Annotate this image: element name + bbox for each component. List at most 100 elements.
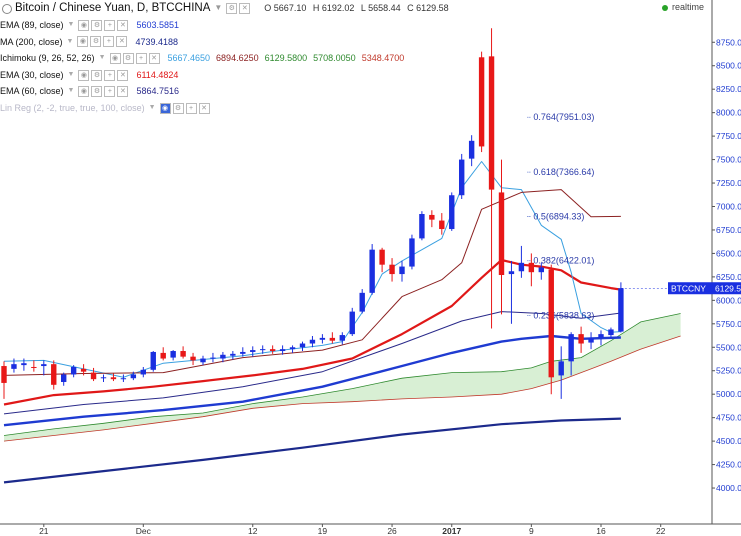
add-icon[interactable]: + [185, 102, 197, 114]
candle[interactable] [70, 365, 77, 378]
candle-body[interactable] [120, 378, 127, 380]
candle-body[interactable] [478, 57, 485, 147]
candle-body[interactable] [399, 266, 405, 275]
chevron-down-icon[interactable]: ▼ [98, 54, 106, 62]
candle[interactable] [240, 347, 246, 357]
candle-body[interactable] [150, 351, 156, 370]
close-icon[interactable]: ✕ [117, 69, 129, 81]
eye-icon[interactable]: ◉ [78, 19, 90, 31]
candle-body[interactable] [468, 140, 475, 159]
candle-body[interactable] [269, 349, 276, 352]
candle[interactable] [369, 244, 375, 295]
candle-body[interactable] [11, 364, 17, 369]
candle-body[interactable] [299, 343, 306, 348]
eye-icon[interactable]: ◉ [78, 69, 90, 81]
candle-body[interactable] [588, 337, 594, 343]
legend-row[interactable]: MA (200, close) ▼ ◉ ⚙ + ✕ 4739.4188 [0, 34, 453, 51]
candle-body[interactable] [568, 334, 574, 362]
candle-body[interactable] [598, 334, 604, 338]
candle-body[interactable] [70, 366, 77, 375]
legend-controls[interactable]: ◉ ⚙ + ✕ [109, 52, 160, 64]
candle-body[interactable] [180, 351, 186, 357]
candle-body[interactable] [31, 366, 37, 368]
candle[interactable] [11, 358, 17, 373]
candle[interactable] [250, 346, 256, 357]
candles[interactable] [1, 28, 624, 399]
candle-body[interactable] [130, 374, 137, 379]
candle-body[interactable] [230, 353, 236, 356]
candle[interactable] [140, 366, 146, 378]
candle-body[interactable] [618, 288, 624, 332]
candle-body[interactable] [220, 354, 226, 359]
candle-body[interactable] [439, 220, 445, 230]
candle-body[interactable] [419, 214, 425, 239]
candle-body[interactable] [498, 192, 505, 276]
candle[interactable] [190, 352, 196, 366]
eye-icon[interactable]: ◉ [77, 36, 89, 48]
close-icon[interactable]: ✕ [148, 52, 160, 64]
candle-body[interactable] [279, 349, 286, 352]
candle[interactable] [180, 346, 186, 359]
candle-body[interactable] [409, 238, 415, 267]
legend-name[interactable]: EMA (60, close) [0, 86, 64, 97]
candle[interactable] [518, 245, 525, 278]
candle[interactable] [110, 373, 117, 382]
close-icon[interactable]: ✕ [198, 102, 210, 114]
candle[interactable] [210, 352, 216, 363]
settings-icon[interactable]: ⚙ [122, 52, 134, 64]
candle-body[interactable] [200, 358, 206, 363]
candle[interactable] [459, 153, 465, 199]
candle[interactable] [260, 345, 266, 354]
candle-body[interactable] [389, 264, 395, 275]
candle[interactable] [299, 341, 306, 352]
add-icon[interactable]: + [104, 69, 116, 81]
candle[interactable] [399, 260, 405, 282]
candle[interactable] [319, 334, 326, 344]
candle[interactable] [170, 350, 176, 361]
candle-body[interactable] [260, 349, 266, 351]
candle-body[interactable] [250, 350, 256, 352]
candle[interactable] [150, 351, 156, 372]
candle-body[interactable] [548, 269, 554, 378]
candle[interactable] [578, 326, 584, 353]
candle[interactable] [409, 234, 415, 270]
candle-body[interactable] [140, 369, 146, 375]
candle-body[interactable] [319, 337, 326, 340]
candle[interactable] [588, 332, 594, 350]
candle-body[interactable] [80, 368, 87, 372]
candle[interactable] [61, 372, 67, 386]
candle[interactable] [160, 347, 166, 361]
add-icon[interactable]: + [104, 86, 116, 98]
fib-retracement[interactable]: 0.764(7951.03) 0.618(7366.64) 0.5(6894.33)… [527, 112, 594, 320]
candle[interactable] [80, 364, 87, 376]
eye-icon[interactable]: ◉ [159, 102, 171, 114]
candle[interactable] [289, 345, 296, 353]
candle[interactable] [429, 210, 435, 228]
candle[interactable] [339, 332, 345, 345]
legend-row[interactable]: EMA (89, close) ▼ ◉ ⚙ + ✕ 5603.5851 [0, 17, 453, 34]
candle-body[interactable] [21, 363, 27, 366]
add-icon[interactable]: + [135, 52, 147, 64]
legend-name[interactable]: EMA (89, close) [0, 20, 64, 30]
chevron-down-icon[interactable]: ▼ [214, 3, 223, 13]
legend-row[interactable]: EMA (30, close) ▼ ◉ ⚙ + ✕ 6114.4824 [0, 67, 453, 84]
candle[interactable] [608, 327, 614, 339]
candle[interactable] [21, 358, 27, 371]
candle-body[interactable] [608, 329, 614, 336]
candle[interactable] [389, 258, 395, 282]
candle-body[interactable] [41, 364, 47, 367]
legend-controls[interactable]: ◉ ⚙ + ✕ [78, 69, 129, 81]
eye-icon[interactable]: ◉ [78, 86, 90, 98]
candle-body[interactable] [90, 372, 97, 380]
legend-row[interactable]: Ichimoku (9, 26, 52, 26) ▼ ◉ ⚙ + ✕ 5667.4650 68… [0, 50, 453, 67]
candle[interactable] [220, 351, 226, 363]
candle[interactable] [120, 374, 127, 382]
candle[interactable] [498, 159, 505, 315]
candle[interactable] [528, 253, 535, 287]
eye-icon[interactable]: ◉ [109, 52, 121, 64]
candle-body[interactable] [329, 337, 336, 341]
candle[interactable] [419, 211, 425, 241]
candle-body[interactable] [190, 356, 196, 361]
candle-body[interactable] [379, 249, 385, 265]
